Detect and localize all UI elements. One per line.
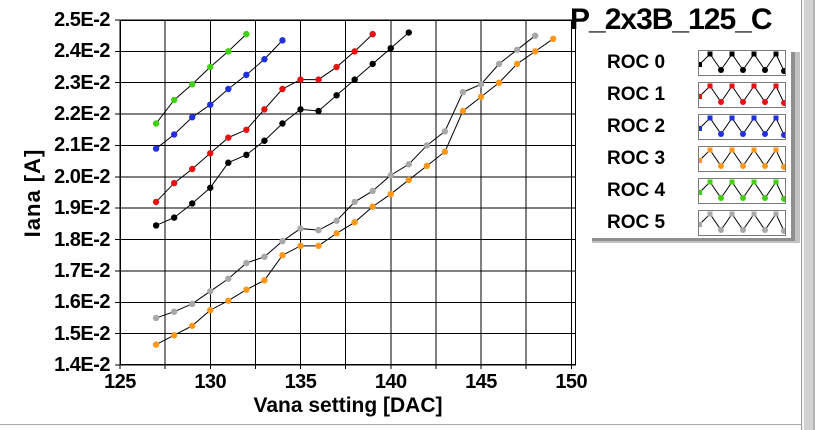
legend-sample-roc4[interactable] bbox=[698, 178, 786, 204]
x-tick-label: 125 bbox=[104, 371, 136, 393]
legend-sample-roc1[interactable] bbox=[698, 82, 786, 108]
x-axis-title: Vana setting [DAC] bbox=[253, 394, 443, 417]
series-roc5 bbox=[152, 32, 539, 322]
x-tick-label: 130 bbox=[194, 371, 227, 393]
y-tick-label: 2.2E-2 bbox=[54, 103, 110, 126]
x-tick-label: 145 bbox=[465, 371, 497, 393]
legend-item-roc5: ROC 5 bbox=[585, 208, 797, 240]
legend-label-roc2: ROC 2 bbox=[607, 116, 666, 137]
y-tick-label: 2.3E-2 bbox=[54, 71, 110, 94]
legend-shadow-bottom bbox=[592, 238, 795, 241]
legend: ROC 0 ROC 1 ROC 2 ROC 3 ROC 4 ROC 5 bbox=[585, 48, 797, 240]
legend-item-roc4: ROC 4 bbox=[585, 176, 797, 208]
y-tick-label: 2.0E-2 bbox=[54, 165, 110, 188]
legend-item-roc1: ROC 1 bbox=[585, 80, 797, 112]
series-roc2 bbox=[152, 37, 286, 152]
legend-item-roc2: ROC 2 bbox=[585, 112, 797, 144]
y-tick-label: 1.7E-2 bbox=[54, 259, 110, 282]
y-tick-label: 1.5E-2 bbox=[54, 322, 110, 345]
legend-shadow-right-outer bbox=[795, 52, 800, 242]
legend-sample-roc5[interactable] bbox=[698, 210, 786, 236]
y-tick-label: 1.6E-2 bbox=[54, 291, 110, 314]
chart-title: P_2x3B_125_C bbox=[570, 3, 773, 36]
legend-sample-roc2[interactable] bbox=[698, 114, 786, 140]
legend-item-roc3: ROC 3 bbox=[585, 144, 797, 176]
y-tick-label: 1.8E-2 bbox=[54, 228, 110, 251]
y-tick-label: 2.1E-2 bbox=[54, 134, 110, 157]
x-tick-label: 150 bbox=[555, 371, 588, 393]
series-roc3 bbox=[152, 35, 557, 348]
panel-divider bbox=[0, 424, 801, 426]
y-tick-label: 2.5E-2 bbox=[54, 9, 110, 31]
series-roc0 bbox=[152, 29, 412, 229]
legend-label-roc5: ROC 5 bbox=[607, 212, 666, 233]
legend-label-roc0: ROC 0 bbox=[607, 52, 666, 73]
legend-sample-roc0[interactable] bbox=[698, 50, 786, 76]
legend-shadow-bottom-outer bbox=[592, 241, 800, 243]
legend-sample-roc3[interactable] bbox=[698, 146, 786, 172]
x-tick-label: 140 bbox=[374, 371, 407, 393]
legend-shadow-right bbox=[791, 52, 795, 242]
y-tick-label: 2.4E-2 bbox=[54, 40, 110, 63]
series-roc4 bbox=[152, 30, 250, 127]
legend-label-roc4: ROC 4 bbox=[607, 180, 666, 201]
y-tick-label: 1.4E-2 bbox=[54, 354, 110, 376]
y-tick-label: 1.9E-2 bbox=[54, 197, 110, 220]
series-roc1 bbox=[152, 30, 376, 206]
legend-item-roc0: ROC 0 bbox=[585, 48, 797, 80]
scrollbar[interactable] bbox=[801, 0, 815, 430]
x-tick-label: 135 bbox=[284, 371, 317, 393]
legend-label-roc3: ROC 3 bbox=[607, 148, 666, 169]
plot-area bbox=[115, 19, 576, 369]
legend-label-roc1: ROC 1 bbox=[607, 84, 666, 105]
